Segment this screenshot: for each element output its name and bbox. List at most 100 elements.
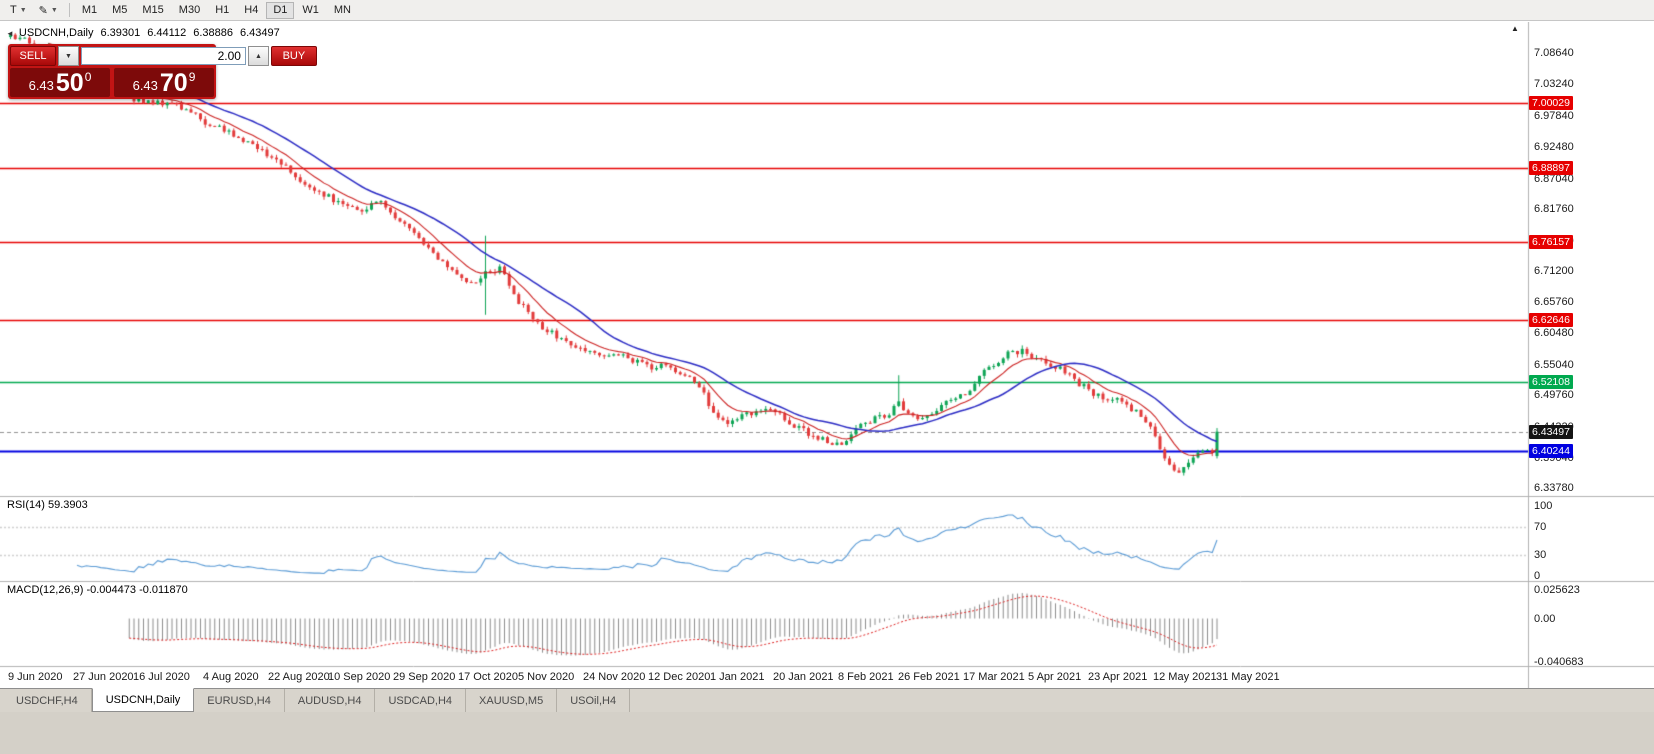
- chart-tab-usoil[interactable]: USOil,H4: [557, 689, 631, 712]
- timeframe-button-w1[interactable]: W1: [295, 2, 326, 19]
- timeframe-button-h4[interactable]: H4: [237, 2, 265, 19]
- macd-label: MACD(12,26,9) -0.004473 -0.011870: [7, 584, 188, 596]
- price-axis[interactable]: 7.08640 7.03240 6.97840 6.92480 6.87040 6.817…: [1528, 22, 1654, 688]
- macd-scale-label: -0.040683: [1534, 656, 1584, 668]
- level-price-badge: 6.76157: [1529, 234, 1573, 249]
- timeframe-button-m5[interactable]: M5: [105, 2, 134, 19]
- date-tick-label: 10 Sep 2020: [328, 671, 391, 683]
- date-tick-label: 1 Jan 2021: [710, 671, 765, 683]
- level-price-badge: 6.40244: [1529, 443, 1573, 458]
- price-tick-label: 7.03240: [1534, 78, 1574, 91]
- toolbar-separator: [68, 3, 70, 17]
- buy-price-display[interactable]: 6.43 70 9: [114, 68, 214, 97]
- date-tick-label: 23 Apr 2021: [1088, 671, 1148, 683]
- rsi-level-label: 30: [1534, 549, 1547, 561]
- volume-increase-button[interactable]: ▲: [247, 46, 269, 66]
- volume-decrease-button[interactable]: ▼: [58, 46, 79, 66]
- date-tick-label: 24 Nov 2020: [583, 671, 646, 683]
- level-price-badge: 6.52108: [1529, 374, 1573, 389]
- ohlc-open: 6.39301: [100, 27, 141, 39]
- timeframe-button-m30[interactable]: M30: [172, 2, 207, 19]
- chevron-down-icon: ▼: [50, 6, 58, 14]
- date-tick-label: 4 Aug 2020: [203, 671, 259, 683]
- ohlc-high: 6.44112: [147, 27, 187, 39]
- chart-symbol-period: USDCNH,Daily: [18, 27, 94, 39]
- sell-big-figure: 6.43: [28, 78, 54, 93]
- text-tool-button[interactable]: T ▼: [4, 2, 33, 19]
- date-tick-label: 8 Feb 2021: [838, 671, 894, 683]
- buy-button[interactable]: BUY: [270, 46, 317, 66]
- price-tick-label: 6.71200: [1534, 264, 1574, 277]
- date-tick-label: 12 Dec 2020: [648, 671, 711, 683]
- timeframe-button-h1[interactable]: H1: [208, 2, 236, 19]
- text-tool-label: T: [10, 4, 17, 16]
- timeframe-button-d1[interactable]: D1: [266, 1, 295, 19]
- chart-canvas[interactable]: [0, 22, 1654, 688]
- price-tick-label: 6.49760: [1534, 389, 1574, 402]
- chart-tab-eurusd[interactable]: EURUSD,H4: [194, 689, 285, 712]
- chart-tabs: USDCHF,H4 USDCNH,Daily EURUSD,H4 AUDUSD,H4 U…: [0, 688, 1654, 712]
- sell-pips: 50: [55, 69, 84, 97]
- macd-scale-label: 0.00: [1534, 612, 1556, 625]
- sell-price-display[interactable]: 6.43 50 0: [10, 68, 110, 97]
- date-tick-label: 17 Mar 2021: [963, 671, 1025, 683]
- chevron-down-icon: ▼: [19, 6, 27, 14]
- date-tick-label: 31 May 2021: [1216, 671, 1280, 683]
- sell-pipette: 0: [84, 70, 92, 84]
- chart-tab-usdcad[interactable]: USDCAD,H4: [375, 689, 467, 712]
- ohlc-low: 6.38886: [193, 27, 233, 39]
- level-price-badge: 6.62646: [1529, 313, 1573, 328]
- chart-tab-xauusd[interactable]: XAUUSD,M5: [466, 689, 558, 712]
- date-tick-label: 16 Jul 2020: [133, 671, 190, 683]
- rsi-level-label: 0: [1534, 570, 1541, 582]
- volume-input[interactable]: [80, 47, 246, 65]
- macd-scale-label: 0.025623: [1534, 584, 1580, 596]
- date-tick-label: 9 Jun 2020: [8, 671, 63, 683]
- status-strip: [0, 712, 1654, 754]
- sell-button[interactable]: SELL: [10, 46, 56, 66]
- price-tick-label: 6.92480: [1534, 140, 1574, 153]
- level-price-badge: 7.00029: [1529, 95, 1573, 110]
- date-tick-label: 27 Jun 2020: [73, 671, 134, 683]
- date-tick-label: 5 Nov 2020: [518, 671, 575, 683]
- top-toolbar: T ▼ ✎ ▼ M1 M5 M15 M30 H1 H4 D1 W1 MN: [0, 0, 1654, 21]
- chart-tab-audusd[interactable]: AUDUSD,H4: [285, 689, 376, 712]
- price-tick-label: 6.65760: [1534, 296, 1574, 309]
- buy-big-figure: 6.43: [132, 78, 158, 93]
- one-click-trading-widget: SELL ▼ ▲ BUY 6.43 50 0 6.43 70 9: [8, 44, 317, 99]
- rsi-level-label: 100: [1534, 500, 1553, 512]
- chart-title: ◄ USDCNH,Daily 6.39301 6.44112 6.38886 6…: [6, 27, 280, 39]
- rsi-level-label: 70: [1534, 521, 1547, 533]
- timeframe-button-m1[interactable]: M1: [75, 2, 104, 19]
- price-tick-label: 6.55040: [1534, 358, 1574, 371]
- chart-marker-icon: ◄: [6, 28, 14, 38]
- date-tick-label: 22 Aug 2020: [268, 671, 330, 683]
- buy-pipette: 9: [188, 70, 196, 84]
- rsi-label: RSI(14) 59.3903: [7, 499, 88, 511]
- timeframe-button-mn[interactable]: MN: [327, 2, 358, 19]
- buy-pips: 70: [159, 69, 188, 97]
- level-price-badge: 6.88897: [1529, 160, 1573, 175]
- time-axis[interactable]: 9 Jun 2020 27 Jun 2020 16 Jul 2020 4 Aug 20…: [0, 667, 1528, 688]
- ohlc-close: 6.43497: [239, 27, 280, 39]
- date-tick-label: 12 May 2021: [1153, 671, 1217, 683]
- current-price-badge: 6.43497: [1529, 424, 1573, 439]
- pencil-icon: ✎: [38, 4, 48, 17]
- timeframe-buttons: M1 M5 M15 M30 H1 H4 D1 W1 MN: [75, 1, 358, 19]
- chart-tab-usdchf[interactable]: USDCHF,H4: [3, 689, 92, 712]
- price-tick-label: 7.08640: [1534, 46, 1574, 59]
- price-tick-label: 6.97840: [1534, 109, 1574, 122]
- chart-shift-marker[interactable]: ▲: [1511, 24, 1519, 33]
- timeframe-button-m15[interactable]: M15: [135, 2, 170, 19]
- chart-area: ◄ USDCNH,Daily 6.39301 6.44112 6.38886 6…: [0, 22, 1654, 688]
- drawing-tool-button[interactable]: ✎ ▼: [33, 2, 64, 19]
- chart-tab-usdcnh[interactable]: USDCNH,Daily: [91, 688, 195, 712]
- price-tick-label: 6.60480: [1534, 326, 1574, 339]
- price-tick-label: 6.33780: [1534, 482, 1574, 495]
- date-tick-label: 5 Apr 2021: [1028, 671, 1082, 683]
- date-tick-label: 29 Sep 2020: [393, 671, 456, 683]
- price-tick-label: 6.81760: [1534, 203, 1574, 216]
- date-tick-label: 17 Oct 2020: [458, 671, 518, 683]
- date-tick-label: 26 Feb 2021: [898, 671, 960, 683]
